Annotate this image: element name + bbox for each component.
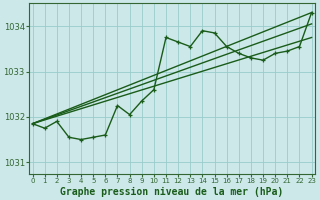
X-axis label: Graphe pression niveau de la mer (hPa): Graphe pression niveau de la mer (hPa) xyxy=(60,186,284,197)
